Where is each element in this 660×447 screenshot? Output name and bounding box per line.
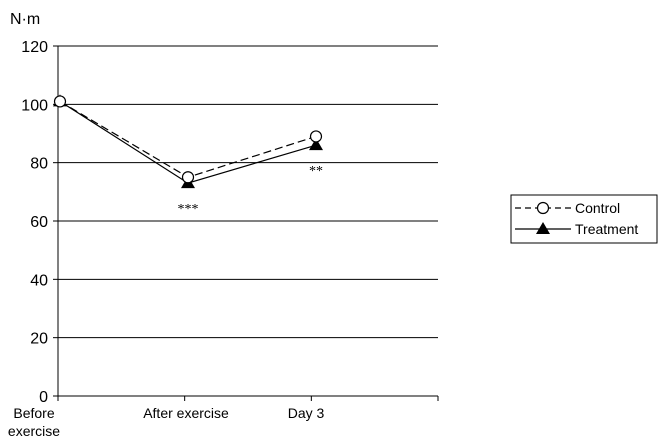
y-tick-label: 60 [30, 214, 48, 231]
series-line-treatment [59, 100, 317, 184]
legend-item-treatment: Treatment [515, 221, 638, 237]
significance-marker: ** [309, 164, 323, 179]
series-line-control [59, 100, 317, 178]
y-axis-ticks: 0 20 40 60 80 100 120 [21, 39, 58, 406]
y-tick-label: 40 [30, 272, 48, 289]
gridlines [58, 45, 438, 339]
data-point-control [309, 130, 323, 143]
y-tick-label: 120 [21, 39, 48, 56]
legend: Control Treatment [510, 194, 658, 244]
y-axis-unit-label: N·m [10, 11, 40, 28]
y-tick-label: 20 [30, 331, 48, 348]
significance-annotations: ***** [178, 164, 324, 217]
x-tick-label: Day 3 [288, 405, 325, 421]
significance-marker: *** [178, 202, 199, 217]
y-tick-label: 100 [21, 97, 48, 114]
y-tick-label: 0 [39, 389, 48, 406]
data-point-control [181, 171, 195, 184]
x-tick-label: Before exercise [8, 405, 60, 439]
series-control [53, 95, 323, 184]
data-point-treatment [309, 138, 323, 151]
y-tick-label: 80 [30, 156, 48, 173]
x-axis-ticks: Before exercise After exercise Day 3 [8, 396, 439, 439]
legend-label: Treatment [575, 221, 638, 237]
legend-label: Control [575, 200, 620, 216]
data-series [53, 94, 323, 189]
legend-box [510, 194, 658, 244]
x-tick-label: After exercise [143, 405, 229, 421]
legend-item-control: Control [515, 200, 620, 216]
data-point-control [53, 95, 67, 108]
data-point-control [536, 201, 550, 215]
data-point-treatment [536, 222, 550, 234]
